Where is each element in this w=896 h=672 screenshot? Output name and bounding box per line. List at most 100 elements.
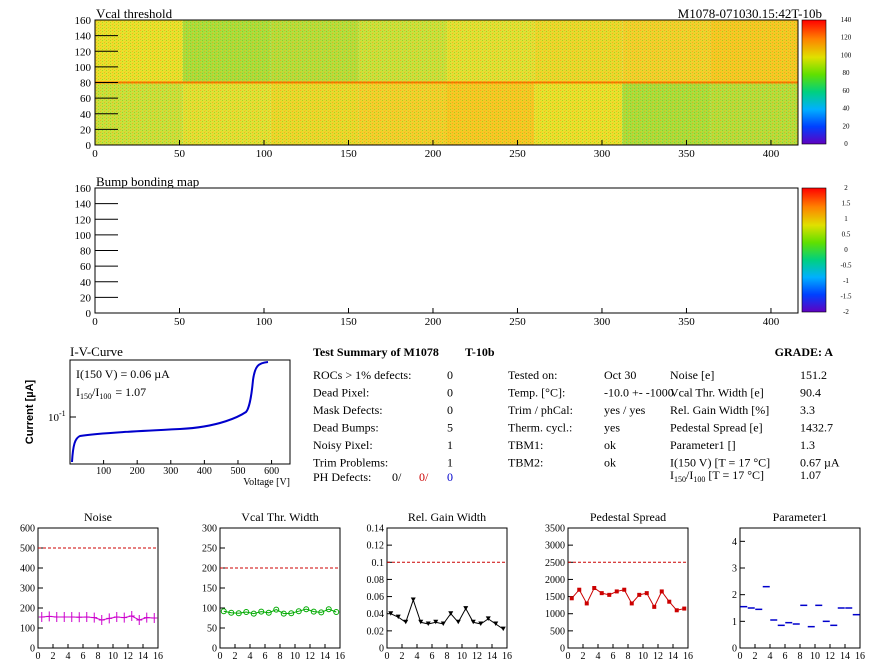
ph-value-2: 0 — [447, 470, 453, 484]
x-tick-label: 14 — [840, 651, 850, 662]
y-tick-label: 0.06 — [367, 592, 385, 603]
map-title: Vcal threshold — [96, 6, 173, 21]
palette-tick-label: 0 — [844, 140, 848, 148]
y-tick-label: 120 — [75, 46, 92, 58]
data-point — [614, 589, 619, 594]
y-tick-label: 500 — [20, 544, 35, 555]
y-tick-label: 140 — [75, 199, 92, 211]
y-tick-label: 0.14 — [367, 524, 385, 535]
palette-bar — [801, 19, 827, 145]
palette-tick-label: 80 — [843, 69, 851, 77]
palette-tick-label: -1 — [843, 277, 849, 285]
summary-row-label: Vcal Thr. Width [e] — [670, 386, 764, 400]
data-point — [667, 599, 672, 604]
x-tick-label: 8 — [445, 651, 450, 662]
y-tick-label: 140 — [75, 31, 92, 43]
iv-curve-panel: I-V-Curve I(150 V) = 0.06 µA I150/I100 = … — [24, 344, 291, 488]
x-tick-label: 12 — [472, 651, 482, 662]
palette-tick-label: 1.5 — [842, 200, 851, 208]
y-tick-label: 0.1 — [372, 558, 385, 569]
data-point — [310, 608, 317, 615]
data-point — [622, 587, 627, 592]
palette-tick-label: 1 — [844, 215, 848, 223]
chart-title: Rel. Gain Width — [408, 510, 486, 524]
palette-tick-label: 120 — [841, 34, 852, 42]
data-point — [659, 589, 664, 594]
y-tick-label: 60 — [80, 93, 92, 105]
x-tick-label: 350 — [678, 148, 695, 160]
y-tick-label: 400 — [20, 564, 35, 575]
y-tick-label: 1000 — [545, 609, 565, 620]
summary-left-rows: ROCs > 1% defects: 0 Dead Pixel: 0 Mask Defe… — [313, 368, 453, 470]
y-tick-label: 0.12 — [367, 541, 385, 552]
x-tick-label: 6 — [430, 651, 435, 662]
y-tick-label: 0 — [732, 644, 737, 655]
palette-tick-label: 0 — [844, 246, 848, 254]
x-tick-label: 400 — [763, 148, 780, 160]
iv-line2: I150/I100 = 1.07 — [76, 385, 146, 401]
data-point — [318, 609, 325, 616]
iv-title: I-V-Curve — [70, 344, 123, 359]
y-tick-label: 500 — [550, 626, 565, 637]
summary-row-label: Tested on: — [508, 368, 557, 382]
summary-row-label: TBM1: — [508, 438, 543, 452]
palette-tick-label: 0.5 — [842, 231, 851, 239]
summary-tag: T-10b — [465, 345, 495, 359]
x-tick-label: 14 — [138, 651, 148, 662]
bump-palette-bar — [801, 187, 827, 313]
data-point — [333, 609, 340, 615]
summary-row-value: 3.3 — [800, 403, 815, 417]
map-y-ticks: 0 20 40 60 80 100 120 140 160 — [75, 15, 118, 152]
summary-row-label: Temp. [°C]: — [508, 386, 565, 400]
data-point — [584, 601, 589, 606]
x-tick-label: 250 — [509, 316, 526, 328]
chart-frame — [739, 527, 861, 649]
summary-row-value: 0 — [447, 386, 453, 400]
y-tick-label: 1500 — [545, 592, 565, 603]
y-tick-label: 150 — [202, 584, 217, 595]
data-point — [235, 610, 242, 617]
data-point — [250, 610, 257, 617]
y-tick-label: 300 — [202, 524, 217, 535]
x-tick-label: 6 — [783, 651, 788, 662]
module-label: M1078-071030.15:42T-10b — [678, 6, 822, 21]
x-tick-label: 8 — [278, 651, 283, 662]
y-tick-label: 600 — [20, 524, 35, 535]
summary-row-value: yes — [604, 421, 620, 435]
y-tick-label: 100 — [202, 604, 217, 615]
x-tick-label: 10 — [810, 651, 820, 662]
y-tick-label: 3 — [732, 564, 737, 575]
palette-tick-label: 60 — [843, 87, 851, 95]
iv-x-tick-label: 300 — [163, 466, 178, 477]
data-point — [303, 606, 310, 613]
summary-row-value: 0 — [447, 403, 453, 417]
iv-x-tick-label: 100 — [96, 466, 111, 477]
chart-title: Vcal Thr. Width — [241, 510, 318, 524]
y-tick-label: 4 — [732, 537, 737, 548]
ph-value-1: 0/ — [419, 470, 429, 484]
summary-row-label: Mask Defects: — [313, 403, 383, 417]
y-tick-label: 200 — [202, 564, 217, 575]
data-point — [637, 592, 642, 597]
x-tick-label: 2 — [753, 651, 758, 662]
ratio-value: 1.07 — [800, 468, 821, 482]
summary-row-value: 0.67 µA — [800, 456, 840, 470]
x-tick-label: 6 — [81, 651, 86, 662]
y-tick-label: 3000 — [545, 541, 565, 552]
x-tick-label: 8 — [626, 651, 631, 662]
data-point — [295, 608, 302, 615]
y-tick-label: 3500 — [545, 524, 565, 535]
x-tick-label: 6 — [263, 651, 268, 662]
map-x-ticks: 0 50 100 150 200 250 300 350 400 — [92, 140, 780, 160]
data-point — [288, 610, 295, 617]
summary-row-label: Pedestal Spread [e] — [670, 421, 763, 435]
y-tick-label: 100 — [75, 62, 92, 74]
x-tick-label: 12 — [305, 651, 315, 662]
data-point — [569, 596, 574, 601]
summary-right-rows: Noise [e] 151.2 Vcal Thr. Width [e] 90.4 Rel… — [670, 368, 840, 470]
palette-tick-label: -0.5 — [840, 262, 852, 270]
y-tick-label: 2000 — [545, 575, 565, 586]
x-tick-label: 6 — [611, 651, 616, 662]
